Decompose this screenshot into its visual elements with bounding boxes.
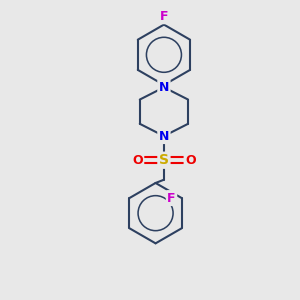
Text: N: N xyxy=(159,81,169,94)
Text: F: F xyxy=(167,192,176,205)
Text: O: O xyxy=(185,154,196,167)
Text: N: N xyxy=(159,130,169,142)
Text: F: F xyxy=(160,10,168,23)
Text: O: O xyxy=(132,154,143,167)
Text: S: S xyxy=(159,153,169,167)
